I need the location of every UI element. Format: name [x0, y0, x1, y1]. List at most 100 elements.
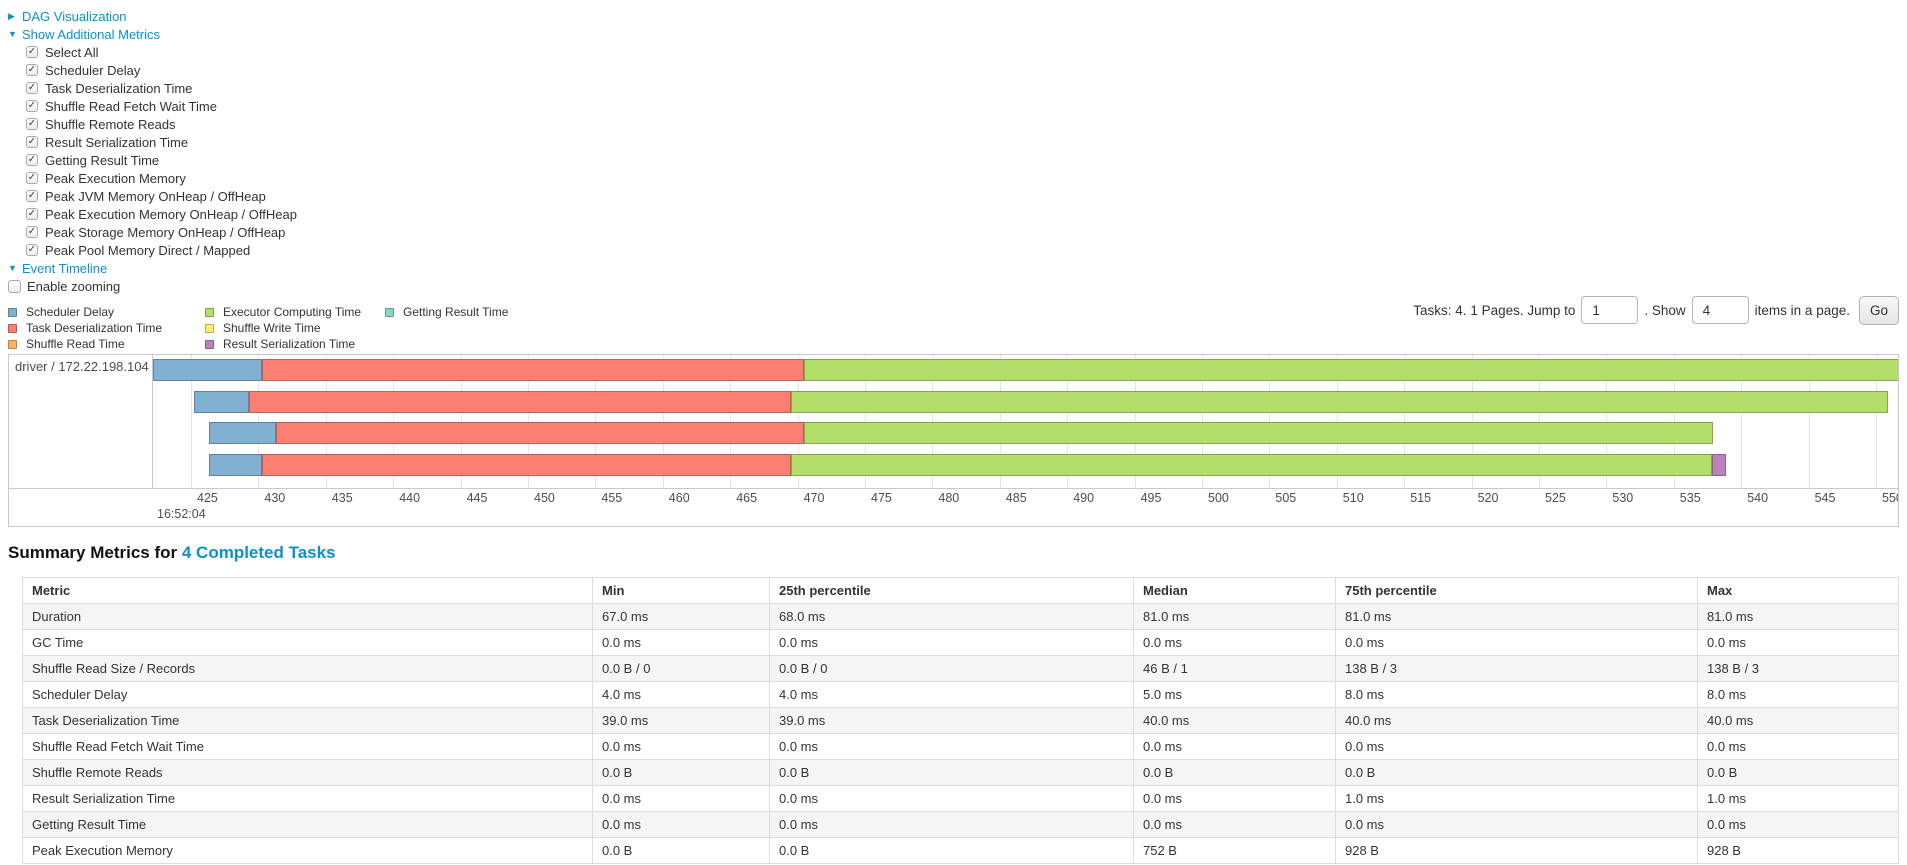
timeline-tick-label: 485 [1005, 491, 1027, 505]
legend-label: Getting Result Time [403, 305, 509, 319]
summary-table-cell: 752 B [1133, 837, 1336, 864]
summary-table-cell: 40.0 ms [1335, 707, 1698, 734]
task-segment-task-deserialization-time[interactable] [248, 391, 791, 413]
timeline-tick-label: 490 [1073, 491, 1095, 505]
summary-table-cell: 0.0 ms [592, 811, 770, 838]
summary-table-row: GC Time 0.0 ms 0.0 ms 0.0 ms 0.0 ms 0.0 ms [22, 629, 1899, 656]
show-additional-metrics-toggle[interactable]: ▼ Show Additional Metrics [8, 27, 160, 42]
summary-table-cell: 0.0 ms [1133, 785, 1336, 812]
summary-table-cell: 40.0 ms [1133, 707, 1336, 734]
legend-swatch-icon [385, 307, 394, 317]
summary-table-cell: 81.0 ms [1335, 603, 1698, 630]
event-timeline-label: Event Timeline [22, 260, 108, 276]
timeline-gridline [528, 355, 529, 488]
go-button[interactable]: Go [1858, 295, 1899, 325]
legend-item: Task Deserialization Time [8, 320, 205, 336]
task-segment-executor-computing-time[interactable] [790, 454, 1712, 476]
jump-to-page-input[interactable] [1581, 296, 1639, 324]
metric-checkbox-label: Task Deserialization Time [45, 80, 193, 96]
metric-checkbox[interactable]: ✓ [26, 154, 38, 166]
timeline-gridline [1808, 355, 1810, 488]
summary-metrics-section: Summary Metrics for 4 Completed Tasks Me… [8, 543, 1899, 864]
summary-table-cell: 0.0 ms [1133, 629, 1336, 656]
metric-checkbox[interactable]: ✓ [26, 118, 38, 130]
legend-label: Result Serialization Time [223, 337, 356, 351]
metric-checkbox-label: Peak Storage Memory OnHeap / OffHeap [45, 224, 286, 240]
summary-table-cell: 0.0 ms [592, 785, 770, 812]
task-segment-executor-computing-time[interactable] [804, 359, 1898, 381]
task-segment-executor-computing-time[interactable] [790, 391, 1889, 413]
timeline-gridline [865, 355, 866, 488]
event-timeline-toggle[interactable]: ▼ Event Timeline [8, 261, 107, 276]
summary-column-header: Min [592, 577, 770, 604]
timeline-chart: 425 430 435 440 445 450 455 460 465 470 475 480 485 4… [153, 355, 1898, 526]
summary-table-cell: 39.0 ms [592, 707, 770, 734]
summary-table-cell: 0.0 ms [769, 733, 1134, 760]
timeline-tick-label: 455 [601, 491, 623, 505]
timeline-tick-label: 500 [1208, 491, 1229, 505]
timeline-gridline [1336, 355, 1338, 488]
timeline-gridline [1067, 355, 1069, 488]
metric-checkbox[interactable]: ✓ [26, 64, 38, 76]
timeline-gridline [797, 355, 799, 488]
timeline-tick-label: 510 [1342, 491, 1364, 505]
legend-label: Executor Computing Time [223, 305, 362, 319]
summary-table-cell: 928 B [1335, 837, 1698, 864]
summary-table-body: Duration 67.0 ms 68.0 ms 81.0 ms 81.0 ms 81.0… [22, 603, 1899, 864]
summary-table-cell: 0.0 ms [1697, 811, 1899, 838]
legend-column: Executor Computing Time Shuffle Write Tim… [205, 304, 385, 352]
timeline-tick-label: 480 [938, 491, 960, 505]
chevron-right-icon: ▶ [8, 10, 15, 21]
legend-swatch-icon [8, 323, 17, 333]
task-segment-scheduler-delay[interactable] [193, 391, 249, 413]
metric-checkbox[interactable]: ✓ [26, 136, 38, 148]
metric-checkbox[interactable]: ✓ [26, 226, 38, 238]
legend-item: Shuffle Read Time [8, 336, 205, 352]
metric-checkbox-row: ✓ Getting Result Time [8, 151, 297, 169]
task-pager: Tasks: 4. 1 Pages. Jump to . Show items … [1413, 293, 1899, 327]
timeline-tick-label: 520 [1477, 491, 1499, 505]
timeline-tick-label: 465 [736, 491, 758, 505]
summary-table-row: Scheduler Delay 4.0 ms 4.0 ms 5.0 ms 8.0 ms 8… [22, 681, 1899, 708]
timeline-tick-label: 550 [1882, 491, 1898, 505]
summary-table-cell: 0.0 ms [1335, 629, 1698, 656]
dag-visualization-toggle[interactable]: ▶ DAG Visualization [8, 9, 127, 24]
timeline-legend: Scheduler Delay Task Deserialization Time… [8, 304, 508, 352]
metric-checkbox[interactable]: ✓ [26, 100, 38, 112]
timeline-gridline [1269, 355, 1271, 488]
timeline-gridline [1741, 355, 1743, 488]
task-segment-task-deserialization-time[interactable] [262, 454, 791, 476]
timeline-tick-label: 505 [1275, 491, 1297, 505]
legend-item: Scheduler Delay [8, 304, 205, 320]
metric-checkbox[interactable]: ✓ [26, 46, 38, 58]
summary-metrics-title: Summary Metrics for 4 Completed Tasks [8, 543, 1899, 563]
timeline-tick-label: 450 [534, 491, 555, 505]
metric-checkbox[interactable]: ✓ [26, 190, 38, 202]
metric-checkbox[interactable]: ✓ [26, 244, 38, 256]
task-segment-task-deserialization-time[interactable] [262, 359, 805, 381]
summary-header-row: Metric Min 25th percentile Median 75th perce… [22, 577, 1899, 604]
summary-table-row: Peak Execution Memory 0.0 B 0.0 B 752 B 928 … [22, 837, 1899, 864]
task-segment-executor-computing-time[interactable] [804, 422, 1713, 444]
task-segment-task-deserialization-time[interactable] [275, 422, 805, 444]
timeline-tick-label: 525 [1545, 491, 1566, 505]
task-segment-scheduler-delay[interactable] [208, 454, 263, 476]
task-segment-scheduler-delay[interactable] [208, 422, 276, 444]
items-per-page-input[interactable] [1691, 296, 1749, 324]
timeline-major-time-label: 16:52:04 [157, 507, 206, 521]
summary-table-cell: 67.0 ms [592, 603, 770, 630]
summary-table-cell: Task Deserialization Time [22, 707, 593, 734]
metric-checkbox-label: Peak Execution Memory OnHeap / OffHeap [45, 206, 297, 222]
summary-column-header: 75th percentile [1335, 577, 1698, 604]
summary-table-cell: 138 B / 3 [1697, 655, 1899, 682]
metric-checkbox[interactable]: ✓ [26, 82, 38, 94]
metric-checkbox[interactable]: ✓ [26, 172, 38, 184]
timeline-gridline [1673, 355, 1675, 488]
enable-zooming-checkbox[interactable] [8, 279, 21, 293]
summary-table-cell: 0.0 ms [1697, 629, 1899, 656]
task-segment-scheduler-delay[interactable] [153, 359, 263, 381]
metric-checkbox[interactable]: ✓ [26, 208, 38, 220]
metric-checkbox-row: ✓ Shuffle Read Fetch Wait Time [8, 97, 297, 115]
task-segment-result-serialization-time[interactable] [1711, 454, 1727, 476]
summary-table-cell: 1.0 ms [1697, 785, 1899, 812]
